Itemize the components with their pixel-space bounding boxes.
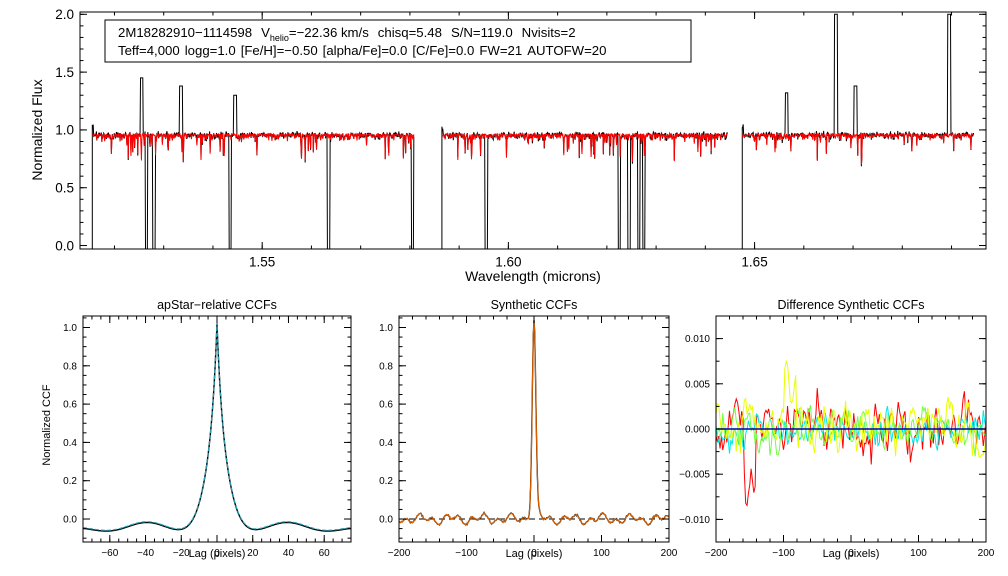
feh: [Fe/H]=−0.50 xyxy=(241,43,318,58)
spectrum-xlabel: Wavelength (microns) xyxy=(465,268,601,284)
info-box xyxy=(104,19,692,63)
difference-ccf-panel: Difference Synthetic CCFs −200 −100 0 100 20… xyxy=(679,298,995,560)
snr: S/N=119.0 xyxy=(451,25,513,40)
vhelio-value: =−22.36 km/s xyxy=(289,25,369,40)
synthetic-ccf-line-1 xyxy=(398,319,670,527)
synthetic-ccf-series xyxy=(398,319,670,527)
x-tick-label: 40 xyxy=(283,548,295,559)
spectrum-frame xyxy=(79,11,987,250)
x-tick-label: 60 xyxy=(319,548,331,559)
spectrum-ticks: 1.55 1.60 1.65 0.0 0.5 1.0 1.5 2.0 xyxy=(55,7,986,270)
logg: logg=1.0 xyxy=(185,43,236,58)
apstar-ccf-frame xyxy=(82,315,352,543)
x-tick-label: −100 xyxy=(455,548,478,559)
x-tick-label: −40 xyxy=(137,548,154,559)
nvisits: Nvisits=2 xyxy=(522,25,576,40)
apstar-ccf-panel: apStar−relative CCFs −60 −40 −20 0 20 40 60 0.0… xyxy=(41,298,352,560)
y-tick-label: 0.8 xyxy=(379,361,393,372)
y-tick-label: 0.0 xyxy=(379,515,393,526)
spectrum-ylabel: Normalized Flux xyxy=(29,79,45,180)
synthetic-ccf-title: Synthetic CCFs xyxy=(491,298,578,312)
spectrum-model-chip-3 xyxy=(741,132,975,165)
vhelio-sub: helio xyxy=(270,33,289,43)
y-tick-label: −0.010 xyxy=(679,515,710,526)
y-tick-label: 2.0 xyxy=(55,7,74,22)
x-tick-label: 1.55 xyxy=(249,255,275,270)
autofw: AUTOFW=20 xyxy=(527,43,606,58)
y-tick-label: 1.0 xyxy=(63,323,77,334)
y-tick-label: 0.5 xyxy=(55,180,74,195)
difference-ccf-diff-yellow xyxy=(715,359,987,459)
spectrum-panel: 1.55 1.60 1.65 0.0 0.5 1.0 1.5 2.0 2M18282910−1… xyxy=(29,7,987,284)
teff: Teff=4,000 xyxy=(118,43,180,58)
apstar-ccf-ylabel: Normalized CCF xyxy=(41,384,53,466)
y-tick-label: 1.0 xyxy=(379,323,393,334)
y-tick-label: 1.5 xyxy=(55,65,74,80)
spectrum-observed-chip-1 xyxy=(91,77,415,249)
synthetic-ccf-ticks: −200 −100 0 100 200 0.0 0.2 0.4 0.6 0.8 1.0 xyxy=(379,316,678,559)
y-tick-label: 0.2 xyxy=(63,476,77,487)
difference-ccf-xlabel: Lag (pixels) xyxy=(823,548,880,560)
y-tick-label: 1.0 xyxy=(55,123,74,138)
synthetic-ccf-xlabel: Lag (pixels) xyxy=(506,548,563,560)
synthetic-ccf-panel: Synthetic CCFs −200 −100 0 100 200 0.0 0.2 0.4 0… xyxy=(379,298,678,560)
synthetic-ccf-line-2 xyxy=(398,319,670,527)
y-tick-label: 0.010 xyxy=(685,334,710,345)
apstar-ccf-line-2 xyxy=(82,322,352,531)
x-tick-label: 0 xyxy=(531,548,537,559)
apstar-ccf-line-1 xyxy=(82,323,352,532)
info-line-2: Teff=4,000 logg=1.0 [Fe/H]=−0.50 [alpha/Fe]… xyxy=(118,43,606,58)
spectrum-observed-chip-2 xyxy=(441,126,728,249)
y-tick-label: 0.0 xyxy=(55,238,74,253)
chisq: chisq=5.48 xyxy=(378,25,442,40)
info-line-1: 2M18282910−1114598 Vhelio=−22.36 km/s chis… xyxy=(118,25,576,43)
y-tick-label: 0.0 xyxy=(63,515,77,526)
y-tick-label: 0.4 xyxy=(63,438,77,449)
spectrum-model-chip-1 xyxy=(92,131,415,163)
x-tick-label: 100 xyxy=(910,548,927,559)
x-tick-label: −200 xyxy=(705,548,728,559)
x-tick-label: 1.65 xyxy=(741,255,767,270)
x-tick-label: 1.60 xyxy=(495,255,521,270)
x-tick-label: −100 xyxy=(772,548,795,559)
x-tick-label: −200 xyxy=(388,548,411,559)
x-tick-label: 200 xyxy=(978,548,995,559)
y-tick-label: 0.005 xyxy=(685,379,710,390)
alphafe: [alpha/Fe]=0.0 xyxy=(323,43,408,58)
x-tick-label: 200 xyxy=(661,548,678,559)
difference-ccf-series xyxy=(715,359,987,507)
synthetic-ccf-frame xyxy=(398,315,670,543)
spectrum-series xyxy=(91,13,975,249)
cfe: [C/Fe]=0.0 xyxy=(412,43,474,58)
y-tick-label: 0.8 xyxy=(63,361,77,372)
apstar-ccf-ticks: −60 −40 −20 0 20 40 60 0.0 0.2 0.4 0.6 0.8 1.0 xyxy=(63,316,352,559)
apstar-ccf-series xyxy=(82,322,352,532)
x-tick-label: −20 xyxy=(173,548,190,559)
fw: FW=21 xyxy=(479,43,522,58)
difference-ccf-ticks: −200 −100 0 100 200 −0.010 −0.005 0.000 0.005 0.0… xyxy=(679,315,995,559)
difference-ccf-diff-red xyxy=(715,388,987,507)
x-tick-label: 100 xyxy=(593,548,610,559)
vhelio-label: V xyxy=(261,25,270,40)
spectrum-model-chip-2 xyxy=(441,131,728,162)
x-tick-label: 20 xyxy=(247,548,259,559)
apstar-ccf-title: apStar−relative CCFs xyxy=(157,298,277,312)
difference-ccf-title: Difference Synthetic CCFs xyxy=(777,298,924,312)
spectrum-observed-chip-3 xyxy=(741,13,975,249)
star-id: 2M18282910−1114598 xyxy=(118,25,252,40)
y-tick-label: 0.000 xyxy=(685,425,710,436)
apstar-ccf-xlabel: Lag (pixels) xyxy=(189,548,246,560)
y-tick-label: 0.6 xyxy=(379,400,393,411)
difference-ccf-diff-green xyxy=(715,404,987,457)
y-tick-label: 0.2 xyxy=(379,476,393,487)
x-tick-label: 0 xyxy=(214,548,220,559)
y-tick-label: 0.4 xyxy=(379,438,393,449)
x-tick-label: −60 xyxy=(101,548,118,559)
y-tick-label: −0.005 xyxy=(679,470,710,481)
y-tick-label: 0.6 xyxy=(63,400,77,411)
x-tick-label: 0 xyxy=(848,548,854,559)
